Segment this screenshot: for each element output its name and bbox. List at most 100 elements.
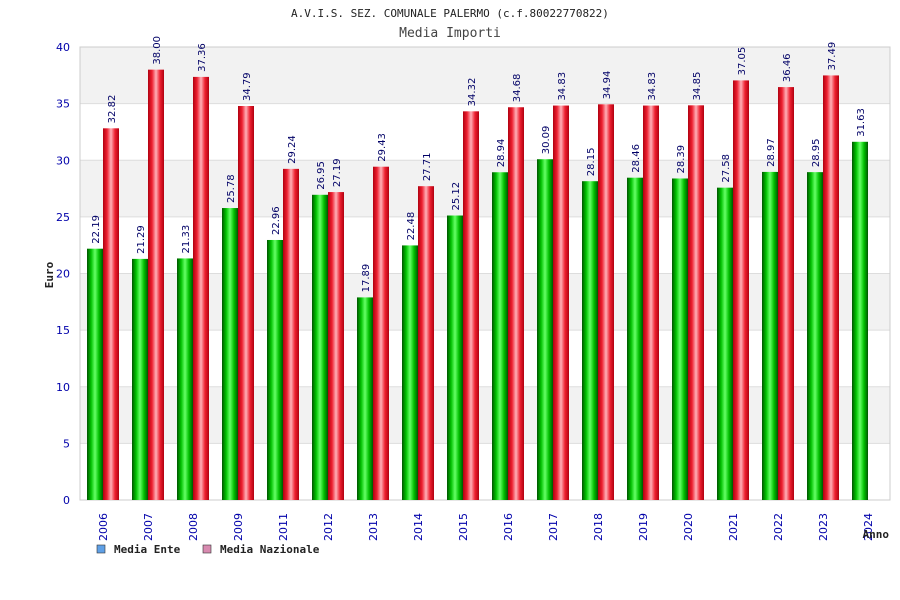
bar-media-ente xyxy=(132,258,148,500)
bar-media-nazionale xyxy=(643,105,659,501)
bar-media-nazionale xyxy=(508,107,524,501)
y-tick-label: 0 xyxy=(63,494,70,507)
bar-media-ente xyxy=(807,172,823,501)
data-label-media-nazionale: 36.46 xyxy=(782,53,793,82)
bar-media-nazionale xyxy=(733,80,749,500)
bar-media-nazionale xyxy=(238,106,254,501)
data-label-media-nazionale: 34.32 xyxy=(467,78,478,107)
y-tick-label: 5 xyxy=(63,437,70,450)
bar-media-nazionale xyxy=(688,105,704,500)
x-tick-label: 2021 xyxy=(727,513,740,541)
data-label-media-ente: 26.95 xyxy=(316,161,327,190)
data-label-media-nazionale: 37.36 xyxy=(197,43,208,72)
x-axis-label: Anno xyxy=(863,528,890,541)
plot-band xyxy=(80,160,890,217)
y-tick-label: 25 xyxy=(56,211,70,224)
x-tick-label: 2019 xyxy=(637,513,650,541)
data-label-media-ente: 21.33 xyxy=(181,225,192,254)
y-axis: 0 5 10 15 20 25 30 35 40 xyxy=(56,41,70,507)
plot-band xyxy=(80,216,890,274)
data-label-media-ente: 25.78 xyxy=(226,174,237,203)
data-label-media-ente: 17.89 xyxy=(361,264,372,293)
data-label-media-nazionale: 29.24 xyxy=(287,135,298,164)
x-tick-label: 2023 xyxy=(817,513,830,541)
y-axis-label: Euro xyxy=(43,261,56,288)
x-tick-label: 2009 xyxy=(232,513,245,541)
legend: Media Ente Media Nazionale xyxy=(96,543,320,556)
data-label-media-nazionale: 34.85 xyxy=(692,72,703,101)
plot-background xyxy=(79,46,891,501)
data-label-media-ente: 25.12 xyxy=(451,182,462,211)
legend-label-media-nazionale: Media Nazionale xyxy=(220,543,320,556)
plot-band xyxy=(80,330,890,387)
y-tick-label: 20 xyxy=(56,268,70,281)
data-label-media-nazionale: 27.19 xyxy=(332,158,343,187)
bar-media-ente xyxy=(582,181,598,501)
data-label-media-nazionale: 38.00 xyxy=(152,36,163,65)
data-label-media-nazionale: 37.05 xyxy=(737,47,748,76)
plot-band xyxy=(80,386,890,444)
data-label-media-ente: 30.09 xyxy=(541,126,552,155)
x-tick-label: 2018 xyxy=(592,513,605,541)
x-tick-label: 2012 xyxy=(322,513,335,541)
x-tick-label: 2011 xyxy=(277,513,290,541)
data-label-media-ente: 22.96 xyxy=(271,206,282,235)
bar-media-ente xyxy=(492,172,508,500)
data-label-media-nazionale: 34.68 xyxy=(512,74,523,103)
bar-media-nazionale xyxy=(778,87,794,500)
plot-band xyxy=(80,443,890,500)
plot-band xyxy=(80,273,890,331)
legend-label-media-ente: Media Ente xyxy=(114,543,181,556)
plot-frame xyxy=(79,46,891,501)
bar-media-ente xyxy=(357,297,373,500)
bar-media-ente xyxy=(177,258,193,500)
data-label-media-nazionale: 27.71 xyxy=(422,153,433,182)
y-tick-label: 40 xyxy=(56,41,70,54)
bar-media-nazionale xyxy=(553,105,569,501)
bar-media-nazionale xyxy=(373,166,389,500)
data-label-media-ente: 28.15 xyxy=(586,148,597,177)
bar-media-nazionale xyxy=(418,186,434,500)
bar-media-nazionale xyxy=(103,128,119,500)
chart-subtitle: Media Importi xyxy=(399,26,501,41)
data-label-media-nazionale: 34.79 xyxy=(242,72,253,101)
bar-media-ente xyxy=(717,187,733,500)
y-tick-label: 30 xyxy=(56,154,70,167)
y-tick-label: 35 xyxy=(56,98,70,111)
bar-media-ente xyxy=(267,239,283,500)
data-label-media-ente: 28.95 xyxy=(811,139,822,168)
data-label-media-nazionale: 34.83 xyxy=(557,72,568,101)
data-label-media-ente: 28.97 xyxy=(766,138,777,167)
data-label-media-ente: 22.48 xyxy=(406,212,417,241)
bar-media-nazionale xyxy=(148,69,164,501)
data-label-media-ente: 31.63 xyxy=(856,108,867,137)
x-tick-label: 2015 xyxy=(457,513,470,541)
bar-media-nazionale xyxy=(193,76,209,500)
bar-media-nazionale xyxy=(328,192,344,501)
data-label-media-nazionale: 29.43 xyxy=(377,133,388,162)
data-label-media-ente: 28.46 xyxy=(631,144,642,173)
y-tick-label: 15 xyxy=(56,324,70,337)
data-label-media-nazionale: 32.82 xyxy=(107,95,118,124)
data-label-media-ente: 27.58 xyxy=(721,154,732,183)
x-axis: 2006 2007 2008 2009 2011 2012 2013 2014 2015 2016… xyxy=(97,513,875,541)
plot-band xyxy=(80,103,890,161)
bar-media-nazionale xyxy=(283,168,299,500)
bar-media-ente xyxy=(672,178,688,500)
y-tick-label: 10 xyxy=(56,381,70,394)
legend-swatch-media-nazionale xyxy=(202,544,212,554)
bar-media-ente xyxy=(627,177,643,501)
data-label-media-nazionale: 34.83 xyxy=(647,72,658,101)
chart-title: A.V.I.S. SEZ. COMUNALE PALERMO (c.f.8002… xyxy=(291,7,609,20)
bar-media-ente xyxy=(402,245,418,500)
bar-media-ente xyxy=(537,159,553,500)
x-tick-label: 2007 xyxy=(142,513,155,541)
x-tick-label: 2017 xyxy=(547,513,560,541)
x-tick-label: 2014 xyxy=(412,513,425,541)
data-label-media-ente: 22.19 xyxy=(91,215,102,244)
bars: 22.19 32.82 21.29 38.00 21.33 37.36 25.78 34.79… xyxy=(87,36,868,501)
x-tick-label: 2008 xyxy=(187,513,200,541)
bar-media-ente xyxy=(852,141,868,500)
x-tick-label: 2016 xyxy=(502,513,515,541)
